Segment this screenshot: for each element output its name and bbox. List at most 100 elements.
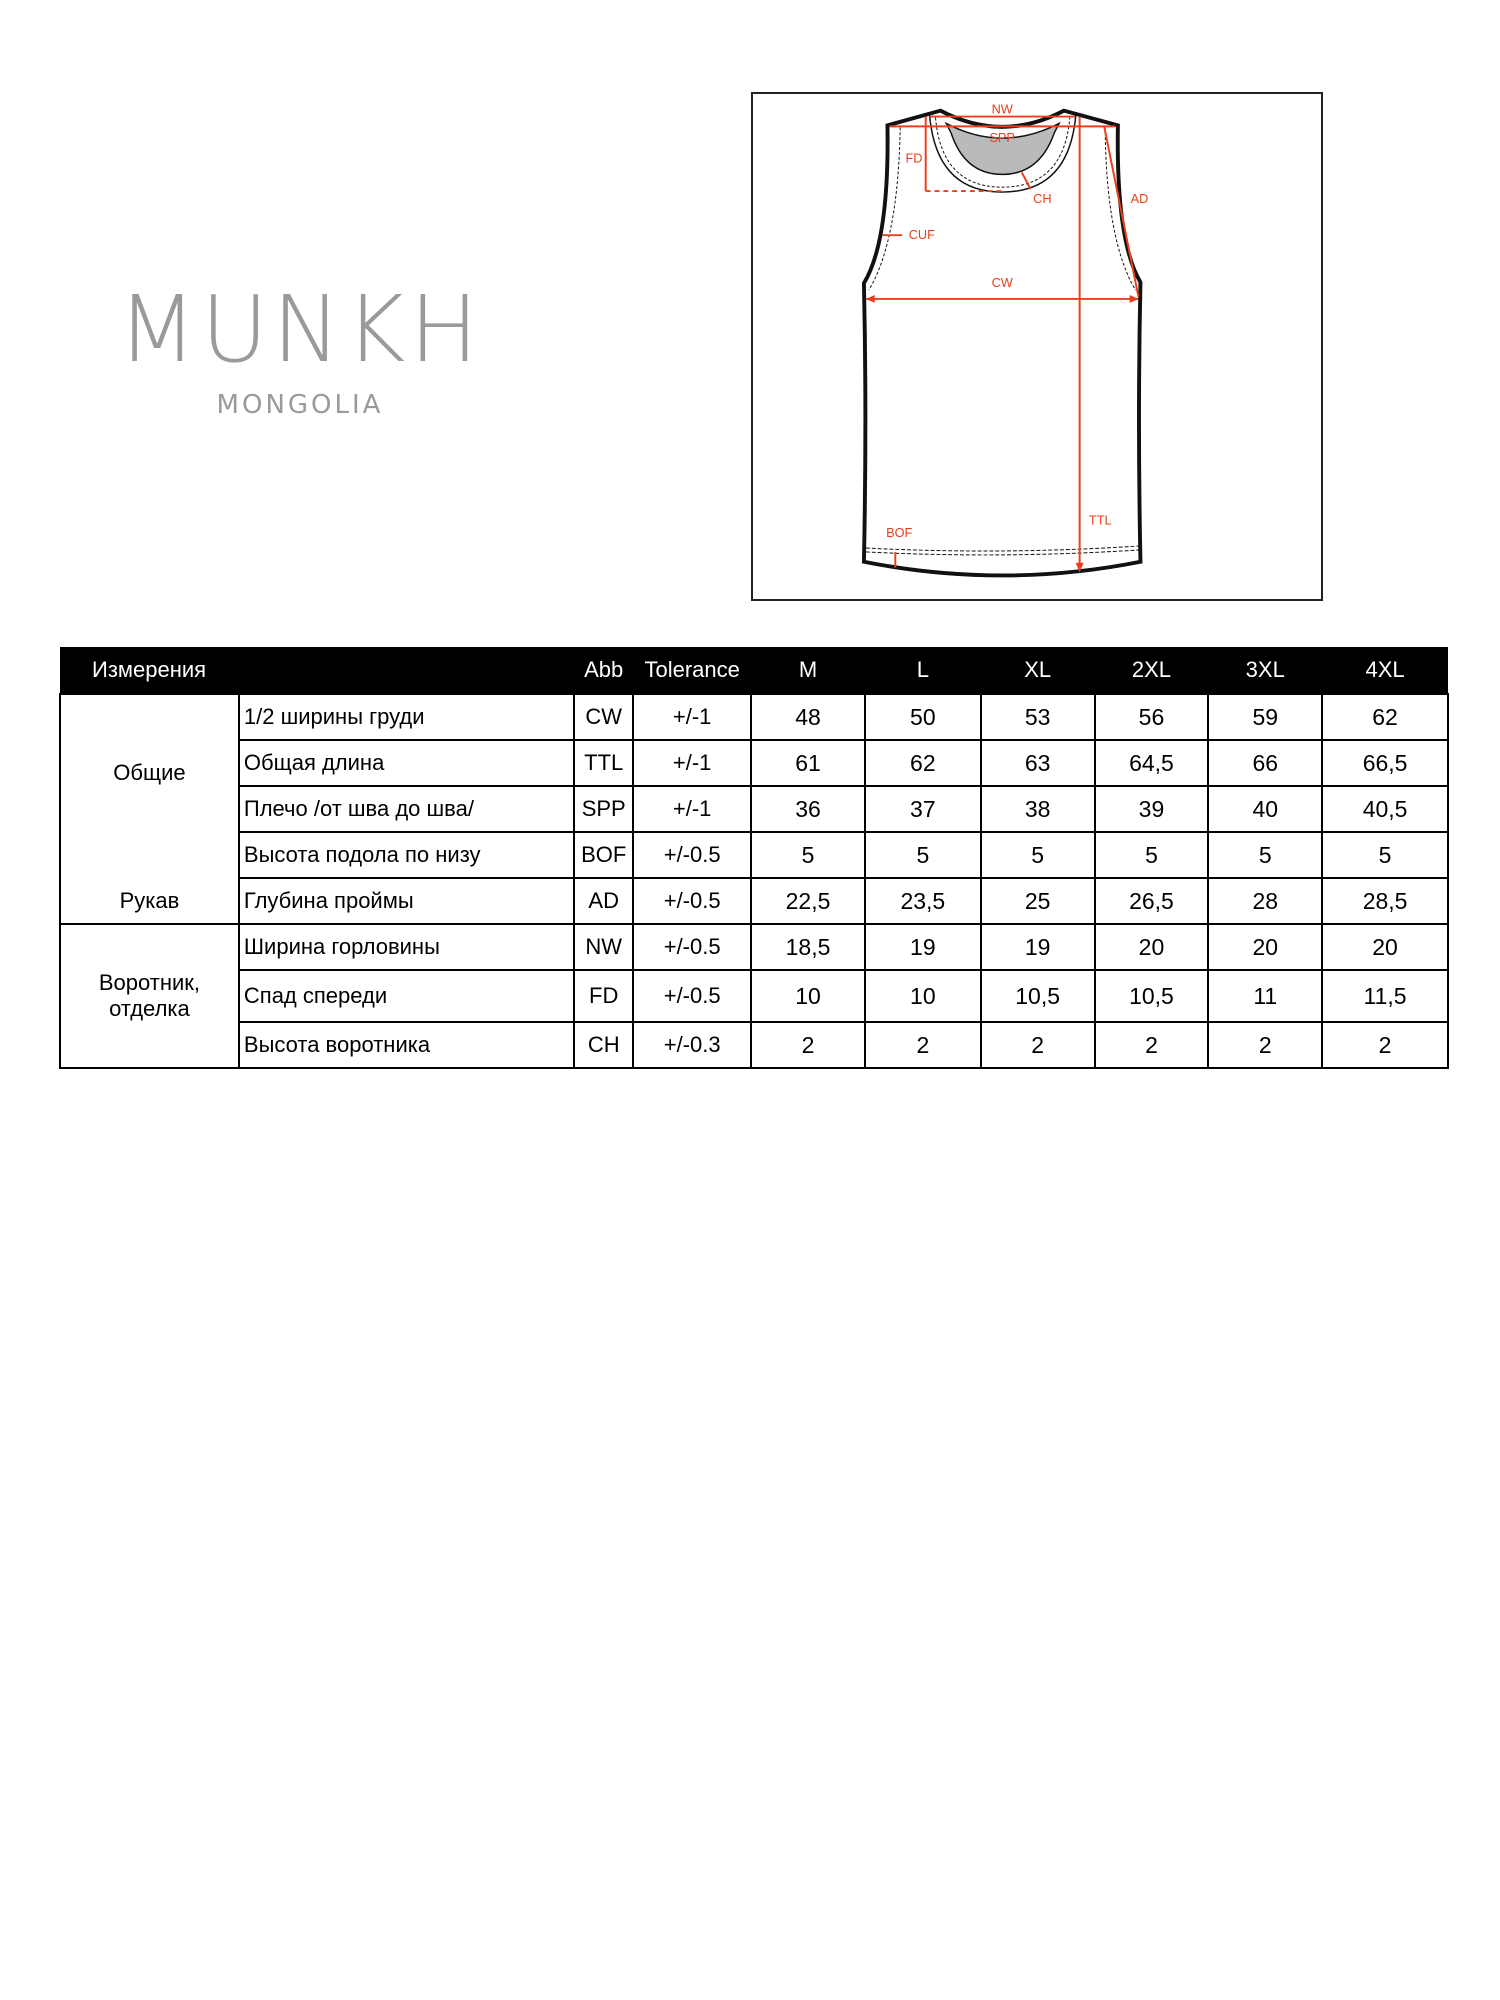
size-value: 23,5 [863, 877, 982, 925]
size-value: 40,5 [1321, 785, 1449, 833]
size-value: 20 [1207, 923, 1324, 971]
group-cell [59, 923, 240, 970]
column-header: Tolerance [633, 647, 752, 694]
size-value: 48 [750, 693, 866, 741]
size-chart-table: Измерения Abb Tolerance M L XL 2XL 3XL 4XL 1/2 ш… [59, 647, 1449, 1069]
column-header: Измерения [60, 647, 239, 694]
size-value: 19 [863, 923, 982, 971]
size-value: 20 [1321, 923, 1449, 971]
size-value: 39 [1093, 785, 1210, 833]
measurement-name: Высота воротника [237, 1021, 576, 1069]
size-value: 28,5 [1321, 877, 1449, 925]
measurement-name: 1/2 ширины груди [237, 693, 576, 741]
size-value: 18,5 [750, 923, 866, 971]
column-header: 4XL [1322, 647, 1448, 694]
size-value: 11,5 [1321, 969, 1449, 1023]
column-header: Abb [574, 647, 634, 694]
abbreviation: TTL [573, 739, 635, 787]
size-value: 40 [1207, 785, 1324, 833]
column-header: L [864, 647, 981, 694]
size-value: 61 [750, 739, 866, 787]
abbreviation: FD [573, 969, 635, 1023]
size-value: 5 [1207, 831, 1324, 879]
size-value: 62 [863, 739, 982, 787]
size-value: 2 [1207, 1021, 1324, 1069]
measurement-name: Высота подола по низу [237, 831, 576, 879]
abbreviation: SPP [573, 785, 635, 833]
brand-subtitle: MONGOLIA [216, 390, 384, 420]
column-header [238, 647, 575, 694]
size-value: 5 [863, 831, 982, 879]
size-value: 66,5 [1321, 739, 1449, 787]
label-nw: NW [992, 102, 1013, 117]
column-header: XL [980, 647, 1095, 694]
group-cell: Рукав [59, 878, 240, 924]
label-bof: BOF [886, 525, 912, 540]
size-value: 2 [1321, 1021, 1449, 1069]
size-value: 26,5 [1093, 877, 1210, 925]
table-row: Ширина горловины NW +/-0.5 18,5 19 19 20 20 20 [59, 923, 1449, 971]
size-value: 5 [1321, 831, 1449, 879]
table-row: Общие Общая длина TTL +/-1 61 62 63 64,5 66 66,5 [59, 739, 1449, 787]
label-spp: SPP [989, 130, 1014, 145]
size-value: 2 [863, 1021, 982, 1069]
abbreviation: BOF [573, 831, 635, 879]
group-cell [59, 832, 240, 878]
size-value: 19 [979, 923, 1096, 971]
size-value: 66 [1207, 739, 1324, 787]
tolerance: +/-0.5 [632, 831, 753, 879]
size-value: 64,5 [1093, 739, 1210, 787]
table-row: Воротник, отделка Спад спереди FD +/-0.5 10 1… [59, 969, 1449, 1023]
size-value: 28 [1207, 877, 1324, 925]
size-value: 53 [979, 693, 1096, 741]
tank-top-sketch: NW SPP FD CH AD CUF CW TTL BOF [861, 102, 1149, 578]
size-value: 5 [1093, 831, 1210, 879]
table-header: Измерения Abb Tolerance M L XL 2XL 3XL 4XL [60, 647, 1448, 694]
size-value: 10 [750, 969, 866, 1023]
size-value: 10,5 [1093, 969, 1210, 1023]
abbreviation: NW [573, 923, 635, 971]
size-value: 59 [1207, 693, 1324, 741]
size-value: 50 [863, 693, 982, 741]
column-header: 2XL [1094, 647, 1209, 694]
abbreviation: CH [573, 1021, 635, 1069]
size-value: 10,5 [979, 969, 1096, 1023]
group-cell [59, 693, 240, 740]
measurement-name: Общая длина [237, 739, 576, 787]
brand-name: MUNKH [117, 276, 483, 383]
size-value: 63 [979, 739, 1096, 787]
label-cuf: CUF [909, 227, 935, 242]
tolerance: +/-0.5 [632, 969, 753, 1023]
measurement-name: Спад спереди [237, 969, 576, 1023]
column-header: 3XL [1208, 647, 1323, 694]
table-row: Высота подола по низу BOF +/-0.5 5 5 5 5 5 5 [59, 831, 1449, 879]
brand-logo: MUNKH MONGOLIA [110, 276, 490, 421]
abbreviation: AD [573, 877, 635, 925]
label-ttl: TTL [1089, 512, 1112, 527]
table-row: 1/2 ширины груди CW +/-1 48 50 53 56 59 62 [59, 693, 1449, 741]
column-header: M [751, 647, 865, 694]
measurement-name: Плечо /от шва до шва/ [237, 785, 576, 833]
measurement-name: Глубина проймы [237, 877, 576, 925]
size-value: 11 [1207, 969, 1324, 1023]
abbreviation: CW [573, 693, 635, 741]
size-value: 20 [1093, 923, 1210, 971]
size-value: 56 [1093, 693, 1210, 741]
size-value: 2 [750, 1021, 866, 1069]
measurement-diagram: NW SPP FD CH AD CUF CW TTL BOF [751, 92, 1323, 601]
group-cell [59, 786, 240, 832]
tolerance: +/-1 [632, 693, 753, 741]
size-value: 22,5 [750, 877, 866, 925]
label-ch: CH [1033, 191, 1051, 206]
tolerance: +/-0.5 [632, 877, 753, 925]
label-ad: AD [1131, 191, 1149, 206]
size-value: 5 [750, 831, 866, 879]
tolerance: +/-0.3 [632, 1021, 753, 1069]
measurement-name: Ширина горловины [237, 923, 576, 971]
size-value: 37 [863, 785, 982, 833]
table-row: Высота воротника CH +/-0.3 2 2 2 2 2 2 [59, 1021, 1449, 1069]
size-value: 2 [1093, 1021, 1210, 1069]
size-value: 5 [979, 831, 1096, 879]
table-row: Рукав Глубина проймы AD +/-0.5 22,5 23,5 25 26,… [59, 877, 1449, 925]
size-value: 25 [979, 877, 1096, 925]
